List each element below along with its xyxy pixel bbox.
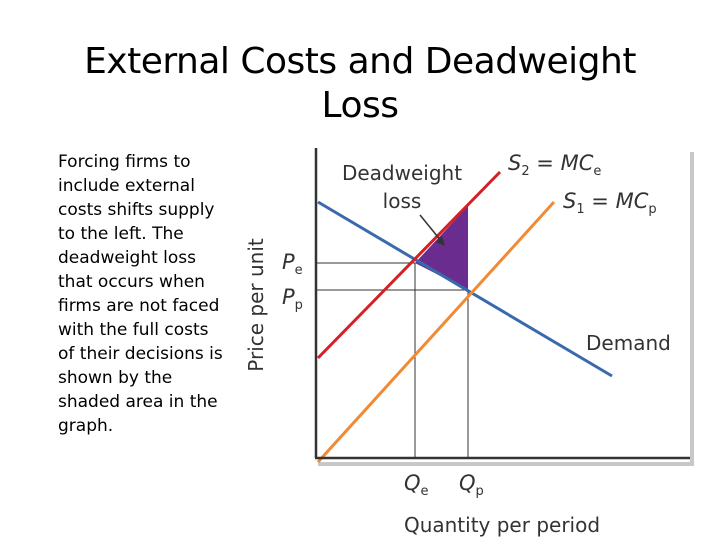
deadweight-pointer-arrowhead — [436, 236, 445, 246]
title-line-2: Loss — [321, 85, 399, 126]
deadweight-pointer — [419, 214, 443, 243]
demand-curve — [317, 200, 613, 378]
demand-label: Demand — [586, 331, 671, 355]
plot-area — [312, 146, 690, 462]
qe-label: Qe — [404, 471, 429, 499]
x-axis-label: Quantity per period — [404, 513, 600, 537]
pe-label: Pe — [282, 250, 303, 278]
y-axis-label: Price per unit — [244, 238, 268, 372]
deadweight-label-line-2: loss — [383, 189, 422, 213]
title-line-1: External Costs and Deadweight — [84, 41, 636, 82]
s2-label: S2 = MCe — [508, 151, 601, 179]
deadweight-label-line-1: Deadweight — [342, 161, 462, 185]
qp-label: Qp — [459, 471, 484, 499]
s1-supply-curve — [316, 200, 556, 464]
deadweight-loss-diagram: Deadweight loss S2 = MCe S1 = MCp Demand… — [238, 132, 698, 537]
pp-label: Pp — [282, 285, 303, 313]
body-text: Forcing firms to include external costs … — [58, 152, 223, 436]
s1-label: S1 = MCp — [563, 189, 657, 217]
slide-title: External Costs and Deadweight Loss — [60, 40, 660, 128]
deadweight-loss-area — [415, 206, 468, 290]
s2-supply-curve — [316, 170, 502, 360]
